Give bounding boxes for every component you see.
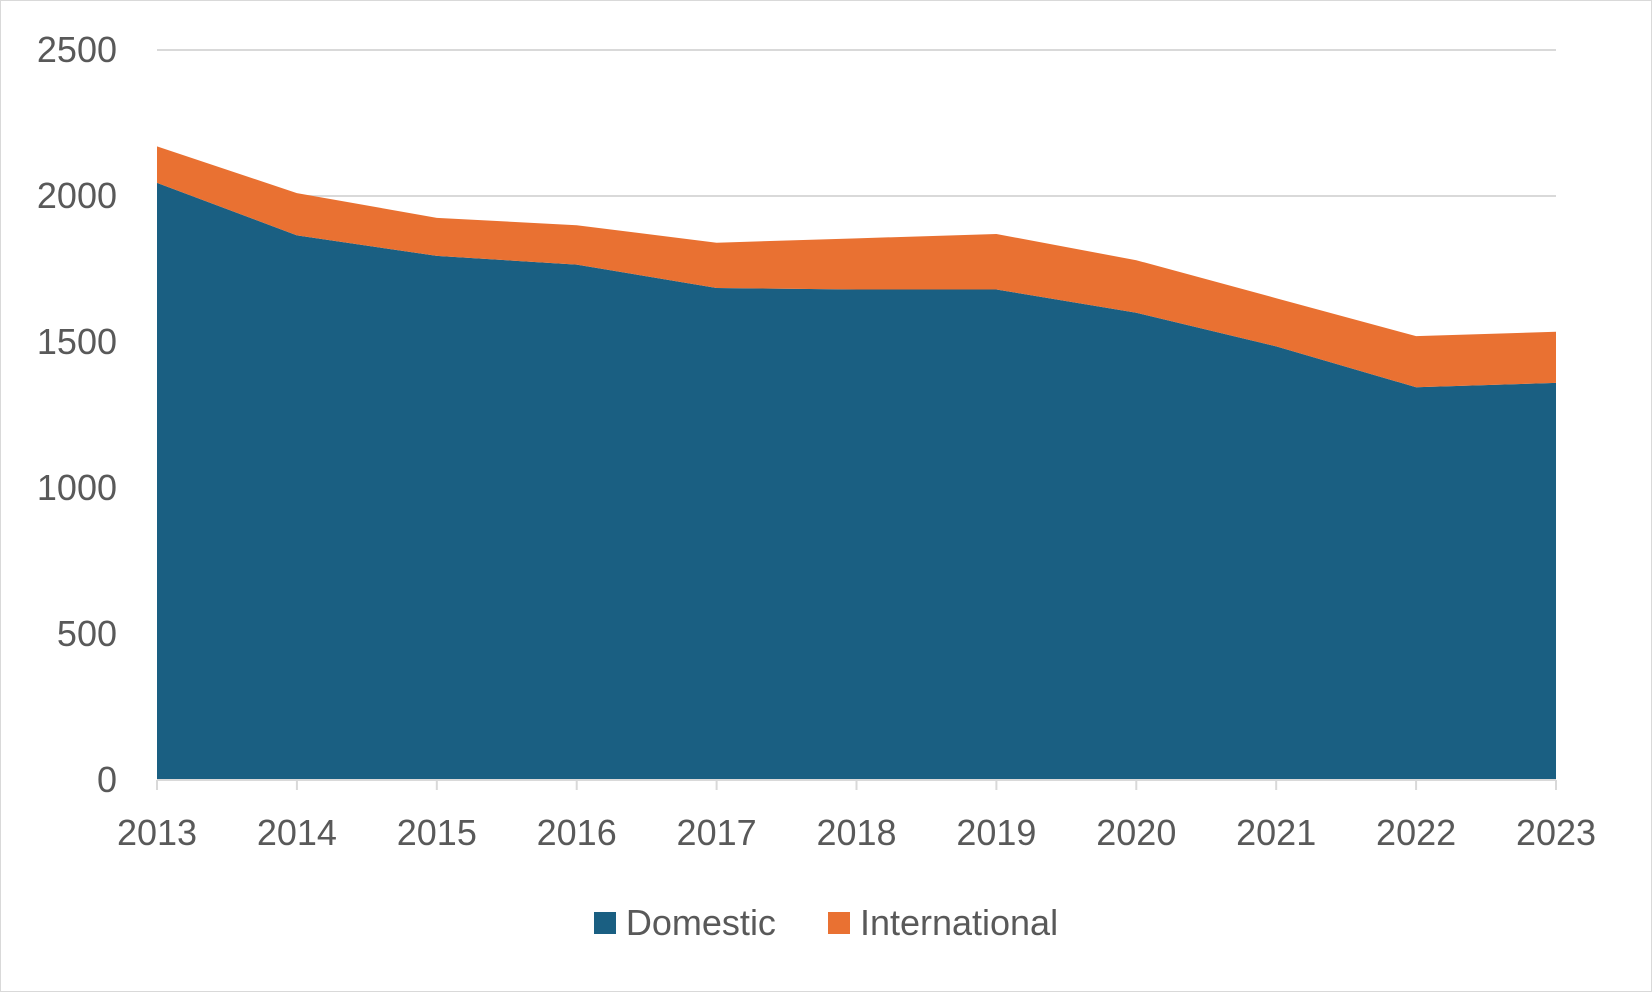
y-tick-label: 2000 <box>37 175 117 216</box>
x-tick-label: 2019 <box>956 812 1036 853</box>
x-tick-label: 2021 <box>1236 812 1316 853</box>
x-tick-label: 2013 <box>117 812 197 853</box>
legend-label-domestic: Domestic <box>625 902 776 943</box>
x-tick-label: 2014 <box>257 812 337 853</box>
legend-swatch-international <box>827 912 850 934</box>
x-tick-label: 2020 <box>1096 812 1176 853</box>
y-tick-label: 0 <box>97 759 117 800</box>
x-tick-label: 2023 <box>1516 812 1596 853</box>
area-international <box>157 146 1556 388</box>
x-tick-label: 2018 <box>816 812 896 853</box>
legend-swatch-domestic <box>593 912 616 934</box>
legend-label-international: International <box>859 902 1059 943</box>
area-domestic <box>157 182 1556 781</box>
x-tick-label: 2015 <box>397 812 477 853</box>
y-tick-label: 500 <box>57 613 117 654</box>
legend-item-domestic: Domestic <box>593 902 776 944</box>
legend: Domestic International <box>0 902 1652 944</box>
area-series <box>157 146 1556 781</box>
x-axis: 2013 2014 2015 2016 2017 2018 2019 2020 2021 2022… <box>117 779 1596 853</box>
y-axis: 0 500 1000 1500 2000 2500 <box>37 29 117 800</box>
x-tick-label: 2022 <box>1376 812 1456 853</box>
legend-item-international: International <box>827 902 1059 944</box>
y-tick-label: 1500 <box>37 321 117 362</box>
y-tick-label: 1000 <box>37 467 117 508</box>
x-tick-label: 2016 <box>537 812 617 853</box>
x-tick-label: 2017 <box>677 812 757 853</box>
y-tick-label: 2500 <box>37 29 117 70</box>
